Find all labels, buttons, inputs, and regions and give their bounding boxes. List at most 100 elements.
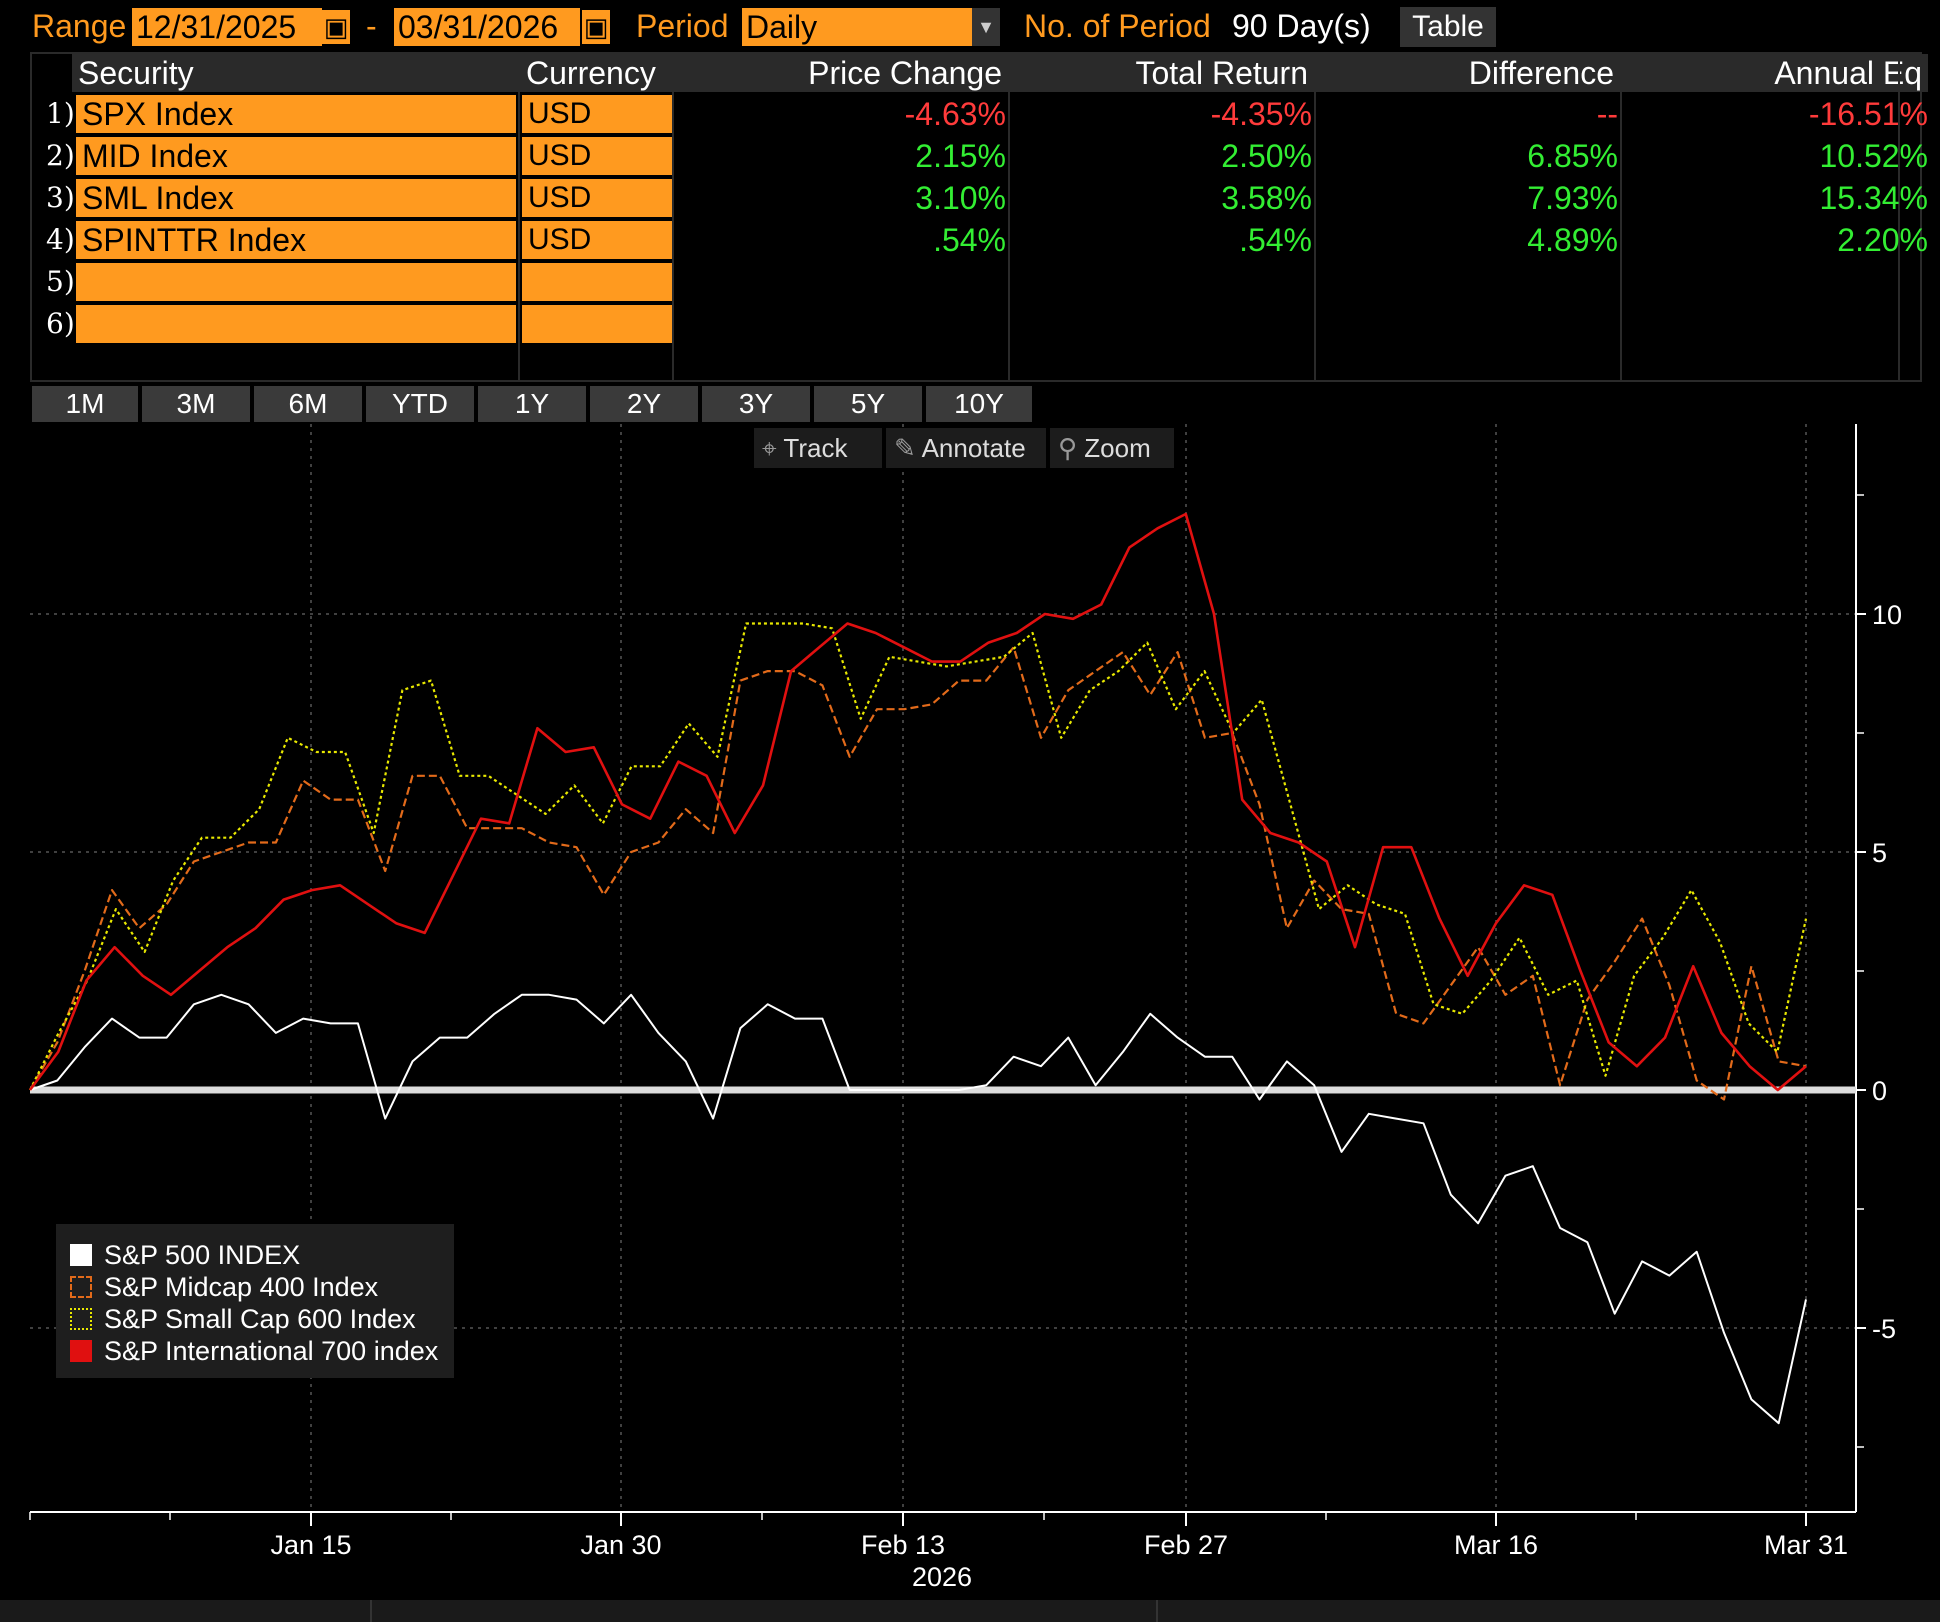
- total-return-value: .54%: [1239, 222, 1312, 258]
- security-cell[interactable]: MID Index: [76, 137, 516, 175]
- price-change-value: -4.63%: [904, 96, 1006, 132]
- x-tick-label: Feb 27: [1144, 1530, 1228, 1560]
- x-tick-label: Mar 31: [1764, 1530, 1848, 1560]
- x-tick-label: Jan 15: [270, 1530, 351, 1560]
- col-header-annual-eq[interactable]: Annual Eq: [1622, 54, 1928, 92]
- x-tick-label: Jan 30: [580, 1530, 661, 1560]
- crosshair-icon: ⌖: [762, 433, 777, 463]
- row-number: 3): [46, 181, 75, 214]
- col-header-currency[interactable]: Currency: [520, 54, 672, 92]
- column-divider: [1898, 54, 1900, 380]
- col-header-difference[interactable]: Difference: [1316, 54, 1620, 92]
- period-button-5y[interactable]: 5Y: [814, 386, 922, 422]
- difference-value: 4.89%: [1527, 222, 1618, 258]
- start-date-field[interactable]: 12/31/2025: [132, 8, 322, 46]
- legend-swatch: [70, 1244, 92, 1266]
- annual-eq-value: 15.34%: [1819, 180, 1928, 216]
- bottom-divider: [1156, 1600, 1158, 1622]
- total-return-value: -4.35%: [1210, 96, 1312, 132]
- securities-table: Security Currency Price Change Total Ret…: [30, 52, 1928, 382]
- col-header-price-change[interactable]: Price Change: [674, 54, 1008, 92]
- price-change-value: .54%: [933, 222, 1006, 258]
- legend-swatch: [70, 1308, 92, 1330]
- period-select[interactable]: Daily: [742, 8, 972, 46]
- bottom-bar: [0, 1600, 1940, 1622]
- calendar-icon[interactable]: ▣: [322, 10, 350, 44]
- total-return-value: 2.50%: [1221, 138, 1312, 174]
- header-bar: Range 12/31/2025 ▣ - 03/31/2026 ▣ Period…: [0, 0, 1940, 52]
- annual-eq-value: 2.20%: [1837, 222, 1928, 258]
- security-cell[interactable]: SPINTTR Index: [76, 221, 516, 259]
- col-header-security[interactable]: Security: [72, 54, 518, 92]
- table-button[interactable]: Table: [1400, 7, 1496, 47]
- row-number: 6): [46, 307, 75, 340]
- column-divider: [518, 54, 520, 380]
- period-button-6m[interactable]: 6M: [254, 386, 362, 422]
- security-cell[interactable]: SPX Index: [76, 95, 516, 133]
- row-number: 2): [46, 139, 75, 172]
- legend-label: S&P 500 INDEX: [104, 1240, 301, 1270]
- column-divider: [672, 54, 674, 380]
- security-cell[interactable]: SML Index: [76, 179, 516, 217]
- currency-cell[interactable]: USD: [522, 221, 672, 259]
- track-label: Track: [783, 433, 848, 463]
- performance-chart[interactable]: 10 5 0 -5 Jan 15 Jan 30 Feb 13 Feb 27 Mar 16 Mar …: [0, 424, 1940, 1600]
- currency-cell[interactable]: [522, 263, 672, 301]
- series-line-1: [29, 993, 1807, 1425]
- range-label: Range: [32, 8, 127, 44]
- column-divider: [1314, 54, 1316, 380]
- annual-eq-value: 10.52%: [1819, 138, 1928, 174]
- period-button-3y[interactable]: 3Y: [702, 386, 810, 422]
- series-line-4: [28, 512, 1807, 1092]
- y-tick-label: 0: [1872, 1076, 1887, 1106]
- x-axis-year-label: 2026: [912, 1562, 972, 1592]
- calendar-icon[interactable]: ▣: [582, 10, 610, 44]
- y-tick-label: -5: [1872, 1314, 1896, 1344]
- chevron-down-icon[interactable]: ▼: [972, 8, 1000, 46]
- legend-swatch: [70, 1276, 92, 1298]
- period-button-10y[interactable]: 10Y: [926, 386, 1032, 422]
- legend-swatch: [70, 1340, 92, 1362]
- column-divider: [1008, 54, 1010, 380]
- series-line-2: [29, 646, 1807, 1101]
- difference-value: 6.85%: [1527, 138, 1618, 174]
- annual-eq-value: -16.51%: [1808, 96, 1928, 132]
- legend-label: S&P Midcap 400 Index: [104, 1272, 379, 1302]
- period-button-1m[interactable]: 1M: [32, 386, 138, 422]
- security-cell[interactable]: [76, 305, 516, 343]
- period-button-ytd[interactable]: YTD: [366, 386, 474, 422]
- column-divider: [1620, 54, 1622, 380]
- period-button-3m[interactable]: 3M: [142, 386, 250, 422]
- currency-cell[interactable]: USD: [522, 179, 672, 217]
- x-tick-label: Mar 16: [1454, 1530, 1538, 1560]
- x-tick-label: Feb 13: [861, 1530, 945, 1560]
- end-date-field[interactable]: 03/31/2026: [394, 8, 580, 46]
- col-header-total-return[interactable]: Total Return: [1010, 54, 1314, 92]
- period-label: Period: [636, 8, 729, 44]
- num-period-label: No. of Period: [1024, 8, 1211, 44]
- zoom-button[interactable]: ⚲ Zoom: [1050, 428, 1174, 468]
- legend-label: S&P International 700 index: [104, 1336, 439, 1366]
- series-line-3: [29, 622, 1808, 1091]
- zoom-label: Zoom: [1084, 433, 1151, 463]
- magnifier-icon: ⚲: [1058, 433, 1078, 463]
- row-number: 4): [46, 223, 75, 256]
- period-button-2y[interactable]: 2Y: [590, 386, 698, 422]
- pencil-icon: ✎: [894, 433, 916, 463]
- chart-legend: S&P 500 INDEX S&P Midcap 400 Index S&P S…: [56, 1224, 454, 1378]
- period-button-1y[interactable]: 1Y: [478, 386, 586, 422]
- annotate-button[interactable]: ✎ Annotate: [886, 428, 1046, 468]
- annotate-label: Annotate: [921, 433, 1026, 463]
- track-button[interactable]: ⌖ Track: [754, 428, 882, 468]
- difference-value: 7.93%: [1527, 180, 1618, 216]
- y-tick-label: 10: [1872, 600, 1902, 630]
- row-number: 5): [46, 265, 75, 298]
- currency-cell[interactable]: [522, 305, 672, 343]
- currency-cell[interactable]: USD: [522, 95, 672, 133]
- price-change-value: 2.15%: [915, 138, 1006, 174]
- currency-cell[interactable]: USD: [522, 137, 672, 175]
- bottom-divider: [370, 1600, 372, 1622]
- security-cell[interactable]: [76, 263, 516, 301]
- row-number: 1): [46, 97, 75, 130]
- num-period-value: 90 Day(s): [1232, 8, 1371, 44]
